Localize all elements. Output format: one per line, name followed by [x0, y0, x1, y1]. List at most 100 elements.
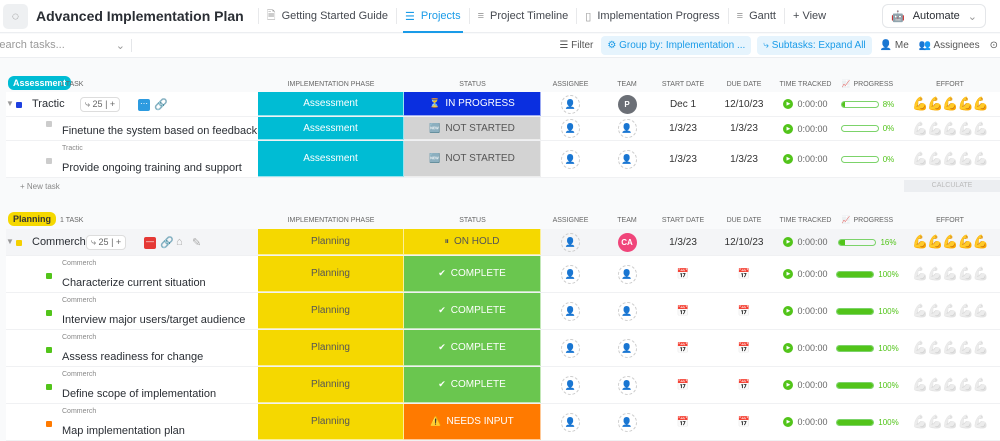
assignee-cell[interactable]: 👤 — [541, 330, 600, 366]
effort-cell[interactable]: 💪 💪 💪 💪 💪 — [900, 92, 1000, 116]
add-team-icon[interactable]: 👤 — [617, 264, 637, 284]
due-date-cell[interactable]: 📅 — [712, 404, 776, 440]
flexed-biceps-icon[interactable]: 💪 — [972, 266, 989, 281]
status-square[interactable] — [46, 347, 52, 353]
time-tracked-cell[interactable]: ▶ 0:00:00 — [776, 404, 835, 440]
start-date-cell[interactable]: 📅 — [654, 256, 712, 292]
flexed-biceps-icon[interactable]: 💪 — [912, 340, 928, 355]
due-date-cell[interactable]: 📅 — [712, 256, 776, 292]
attachment-icon[interactable]: 🔗 — [160, 236, 174, 249]
task-row[interactable]: Commerch Map implementation plan Planning ⚠… — [6, 404, 1000, 441]
task-name[interactable]: Map implementation plan — [62, 425, 185, 437]
effort-cell[interactable]: 💪 💪 💪 💪 💪 — [900, 141, 1000, 177]
task-row[interactable]: Tractic Provide ongoing training and supp… — [6, 141, 1000, 178]
start-date-cell[interactable]: 1/3/23 — [669, 153, 697, 165]
flexed-biceps-icon[interactable]: 💪 — [957, 340, 974, 355]
task-row-parent[interactable]: ▼ Tractic ⤷ 25 | + ⋯ 🔗 Assessment ⏳ IN PROGRESS… — [6, 92, 1000, 117]
calendar-due-icon[interactable]: 📅 — [737, 305, 751, 317]
column-header-phase[interactable]: Implementation Phase — [258, 212, 404, 228]
add-subtask-icon[interactable]: | + — [102, 98, 116, 109]
start-date-cell[interactable]: 📅 — [654, 293, 712, 329]
team-avatar[interactable]: CA — [617, 232, 637, 252]
flexed-biceps-icon[interactable]: 💪 — [972, 303, 989, 318]
flexed-biceps-icon[interactable]: 💪 — [942, 377, 958, 392]
flexed-biceps-icon[interactable]: 💪 — [927, 266, 943, 281]
calendar-start-icon[interactable]: 📅 — [676, 416, 690, 428]
flexed-biceps-icon[interactable]: 💪 — [957, 303, 974, 318]
task-name[interactable]: Assess readiness for change — [62, 351, 204, 363]
flexed-biceps-icon[interactable]: 💪 — [972, 96, 989, 111]
calendar-start-icon[interactable]: 📅 — [676, 379, 690, 391]
chevron-down-icon[interactable]: ⌄ — [115, 40, 125, 52]
flexed-biceps-icon[interactable]: 💪 — [942, 340, 958, 355]
expand-caret-icon[interactable]: ▼ — [6, 98, 14, 108]
status-square[interactable] — [46, 421, 52, 427]
team-cell[interactable]: 👤 — [600, 404, 654, 440]
expand-caret-icon[interactable]: ▼ — [6, 236, 14, 246]
flexed-biceps-icon[interactable]: 💪 — [912, 414, 928, 429]
due-date-cell[interactable]: 1/3/23 — [730, 123, 758, 134]
flexed-biceps-icon[interactable]: 💪 — [912, 151, 928, 166]
flexed-biceps-icon[interactable]: 💪 — [942, 266, 958, 281]
play-timer-icon[interactable]: ▶ — [783, 343, 794, 353]
add-assignee-icon[interactable]: 👤 — [561, 264, 580, 284]
task-row[interactable]: Commerch Define scope of implementation Pl… — [6, 367, 1000, 404]
calendar-due-icon[interactable]: 📅 — [737, 268, 751, 280]
assignee-cell[interactable]: 👤 — [541, 256, 600, 292]
time-tracked-cell[interactable]: ▶ 0:00:00 — [776, 367, 835, 403]
flexed-biceps-icon[interactable]: 💪 — [912, 96, 928, 111]
assignee-cell[interactable]: 👤 — [541, 367, 600, 403]
flexed-biceps-icon[interactable]: 💪 — [942, 234, 958, 249]
group-badge-planning[interactable]: Planning — [8, 212, 56, 226]
search-input[interactable]: Search tasks... ⌄ — [0, 39, 132, 52]
effort-cell[interactable]: 💪 💪 💪 💪 💪 — [900, 117, 1000, 140]
flexed-biceps-icon[interactable]: 💪 — [927, 234, 943, 249]
add-assignee-icon[interactable]: 👤 — [561, 119, 580, 138]
due-date-cell[interactable]: 1/3/23 — [730, 153, 758, 165]
status-square[interactable] — [16, 239, 22, 246]
start-date-cell[interactable]: 1/3/23 — [669, 123, 697, 134]
task-name[interactable]: Interview major users/target audience — [62, 314, 246, 326]
status-square[interactable] — [46, 384, 52, 390]
new-task-button[interactable]: + New task — [20, 182, 60, 191]
attachment-icon[interactable]: 🔗 — [154, 98, 168, 111]
add-assignee-icon[interactable]: 👤 — [561, 149, 580, 169]
assignee-cell[interactable]: 👤 — [541, 92, 600, 116]
flexed-biceps-icon[interactable]: 💪 — [912, 377, 928, 392]
column-header-start[interactable]: Start Date — [654, 76, 712, 92]
task-row[interactable]: Commerch Interview major users/target aud… — [6, 293, 1000, 330]
team-avatar[interactable]: P — [617, 94, 637, 114]
status-cell[interactable]: ✔ COMPLETE — [404, 256, 541, 292]
flexed-biceps-icon[interactable]: 💪 — [957, 234, 974, 249]
tab-gantt[interactable]: ≡ Gantt — [727, 8, 784, 24]
column-header-status[interactable]: Status — [404, 76, 541, 92]
start-date-cell[interactable]: 📅 — [654, 367, 712, 403]
team-cell[interactable]: CA — [600, 229, 654, 255]
assignee-cell[interactable]: 👤 — [541, 117, 600, 140]
effort-cell[interactable]: 💪 💪 💪 💪 💪 — [900, 404, 1000, 440]
flexed-biceps-icon[interactable]: 💪 — [942, 303, 958, 318]
status-cell[interactable]: ⏸ ON HOLD — [404, 229, 541, 255]
add-assignee-icon[interactable]: 👤 — [561, 338, 580, 358]
team-cell[interactable]: P — [600, 92, 654, 116]
group-badge-assessment[interactable]: Assessment — [8, 76, 72, 90]
subtask-count-button[interactable]: ⤷ 25 | + — [86, 234, 127, 250]
play-timer-icon[interactable]: ▶ — [783, 154, 794, 164]
flexed-biceps-icon[interactable]: 💪 — [957, 96, 974, 111]
column-header-effort[interactable]: Effort — [900, 76, 1000, 92]
team-cell[interactable]: 👤 — [600, 256, 654, 292]
status-cell[interactable]: ⏳ IN PROGRESS — [404, 92, 541, 116]
column-header-progress[interactable]: 📈 Progress — [835, 76, 900, 92]
flexed-biceps-icon[interactable]: 💪 — [912, 303, 928, 318]
column-header-status[interactable]: Status — [404, 212, 541, 228]
calendar-due-icon[interactable]: 📅 — [737, 379, 751, 391]
phase-cell[interactable]: Planning — [258, 229, 404, 255]
flexed-biceps-icon[interactable]: 💪 — [957, 120, 974, 136]
flexed-biceps-icon[interactable]: 💪 — [927, 340, 943, 355]
flexed-biceps-icon[interactable]: 💪 — [972, 340, 989, 355]
flexed-biceps-icon[interactable]: 💪 — [972, 151, 989, 166]
add-assignee-icon[interactable]: 👤 — [561, 301, 580, 321]
task-name[interactable]: Finetune the system based on feedback — [62, 125, 258, 137]
flexed-biceps-icon[interactable]: 💪 — [927, 96, 943, 111]
calendar-start-icon[interactable]: 📅 — [676, 342, 690, 354]
